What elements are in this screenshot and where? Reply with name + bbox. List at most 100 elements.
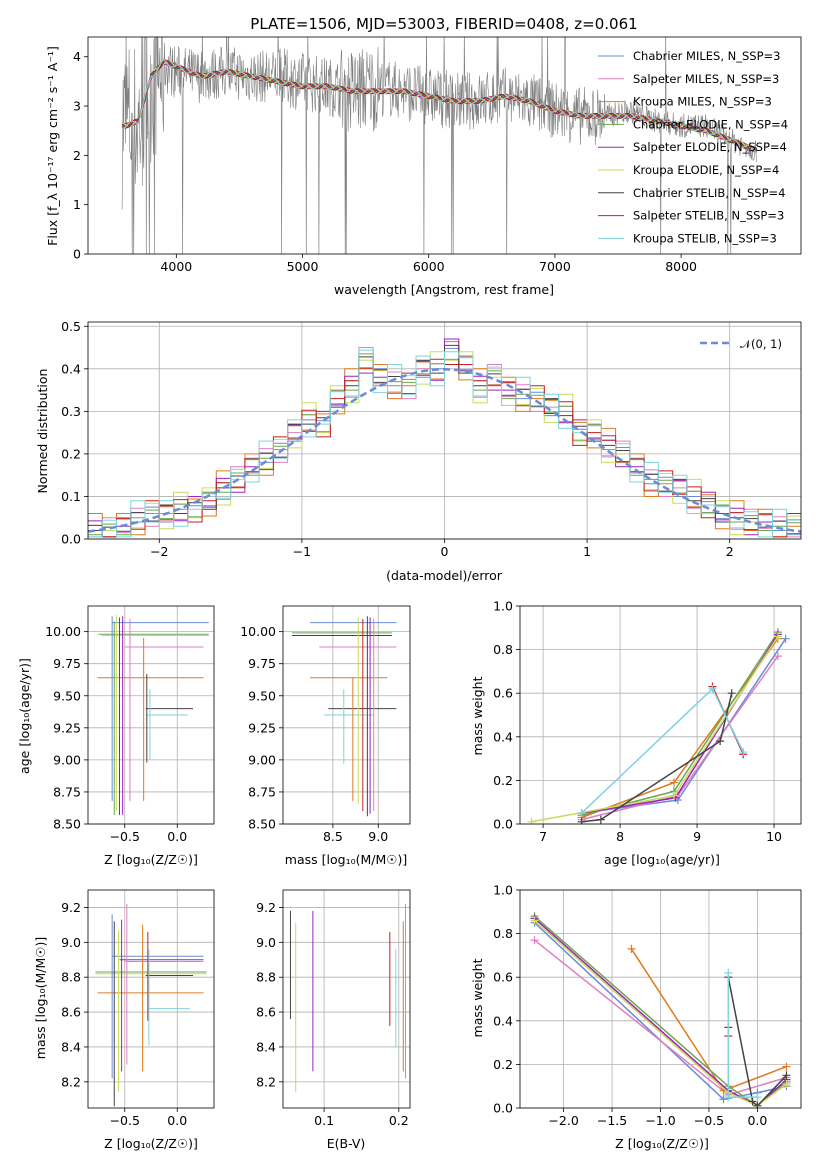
y-tick-label: 0.6: [493, 970, 513, 985]
mass-weight-point: [596, 815, 605, 824]
mass-weight-point: [627, 944, 636, 953]
mass-weight-point: [577, 809, 586, 818]
weight-z-xlabel: Z [log₁₀(Z/Z☉)]: [615, 1136, 709, 1151]
y-tick-label: 3: [73, 99, 81, 114]
x-tick-label: −1.0: [645, 1113, 675, 1128]
mass-weight-point: [782, 1080, 791, 1089]
age-z-ylabel: age [log₁₀(age/yr)]: [17, 658, 32, 774]
x-tick-label: 0.2: [389, 1113, 409, 1128]
x-tick-label: 0.1: [314, 1113, 334, 1128]
y-tick-label: 8.4: [256, 1039, 276, 1054]
x-tick-label: −0.5: [110, 1113, 140, 1128]
y-tick-label: 0.2: [493, 1057, 513, 1072]
mass-weight-point: [739, 748, 748, 757]
age-mass-xlabel: mass [log₁₀(M/M☉)]: [285, 852, 407, 867]
y-tick-label: 8.6: [61, 1005, 81, 1020]
legend-label: Chabrier MILES, N_SSP=3: [633, 49, 780, 63]
y-tick-label: 0.5: [61, 319, 81, 334]
mass-weight-point: [530, 936, 539, 945]
plot-content: [97, 614, 209, 816]
plot-content: [527, 628, 790, 824]
normal-curve: [88, 368, 801, 533]
y-tick-label: 8.8: [256, 970, 276, 985]
legend-label: Kroupa STELIB, N_SSP=3: [633, 231, 777, 245]
y-tick-label: 8.75: [53, 784, 81, 799]
axes-frame: [282, 605, 411, 825]
x-tick-label: 0.0: [167, 829, 187, 844]
x-tick-label: −1: [293, 544, 311, 559]
x-tick-label: −0.5: [110, 829, 140, 844]
y-tick-label: 8.2: [61, 1074, 81, 1089]
age-vs-mass-panel: 8.5 9.0 8.50 8.75 9.00 9.25 9.50 9.75 10.00: [240, 605, 411, 844]
x-tick-label: 0: [441, 544, 449, 559]
y-tick-label: 0.4: [493, 729, 513, 744]
y-tick-label: 0.2: [61, 446, 81, 461]
y-tick-label: 0.1: [61, 489, 81, 504]
residuals-ylabel: Normed distribution: [35, 369, 50, 494]
weight-age-xlabel: age [log₁₀(age/yr)]: [604, 852, 720, 867]
y-tick-label: 9.2: [256, 900, 276, 915]
x-tick-label: 8: [616, 829, 624, 844]
mass-weight-line: [534, 917, 788, 1107]
spectrum-legend: Chabrier MILES, N_SSP=3 Salpeter MILES, N…: [598, 49, 788, 245]
mass-weight-point: [724, 968, 733, 977]
x-tick-label: −2.0: [548, 1113, 578, 1128]
plot-content: [292, 616, 397, 817]
y-tick-label: 9.75: [248, 656, 276, 671]
axes-frame: [87, 321, 802, 540]
residual-histogram: [88, 338, 801, 538]
plot-content: [289, 903, 407, 1093]
y-tick-label: 0.8: [493, 642, 513, 657]
mass-weight-line: [534, 915, 787, 1107]
axes-frame: [87, 36, 802, 255]
mass-weight-point: [577, 817, 586, 824]
mass-weight-point: [727, 689, 736, 698]
grid: [283, 890, 410, 1108]
x-tick-label: 4000: [160, 259, 192, 274]
y-tick-label: 0: [73, 247, 81, 262]
mass-z-xlabel: Z [log₁₀(Z/Z☉)]: [104, 1136, 198, 1151]
legend-label: Chabrier STELIB, N_SSP=4: [633, 186, 785, 200]
legend-label: Salpeter ELODIE, N_SSP=4: [633, 140, 787, 154]
axes-frame: [87, 889, 215, 1109]
y-tick-label: 4: [73, 49, 81, 64]
plot-area: [88, 890, 214, 1108]
mass-vs-ebv-panel: 0.1 0.2 8.2 8.4 8.6 8.8 9.0 9.2: [256, 889, 411, 1128]
y-tick-label: 0.2: [493, 773, 513, 788]
model-spectrum-line: [121, 60, 758, 150]
residuals-panel: −2 −1 0 1 2 0.0 0.1 0.2 0.3 0.4 0.5: [61, 319, 802, 559]
x-tick-label: 7: [539, 829, 547, 844]
age-z-xlabel: Z [log₁₀(Z/Z☉)]: [104, 852, 198, 867]
y-tick-label: 9.75: [53, 656, 81, 671]
axes-frame: [519, 605, 802, 825]
legend-label: Chabrier ELODIE, N_SSP=4: [633, 117, 788, 131]
y-tick-label: 0.6: [493, 686, 513, 701]
weight-age-ylabel: mass weight: [470, 676, 485, 755]
model-spectrum-line: [122, 61, 757, 151]
y-tick-label: 9.00: [53, 752, 81, 767]
grid: [88, 606, 214, 825]
x-tick-label: 9: [693, 829, 701, 844]
mass-vs-metallicity-panel: −0.5 0.0 8.2 8.4 8.6 8.8 9.0 9.2: [61, 889, 215, 1128]
y-tick-label: 9.00: [248, 752, 276, 767]
y-tick-label: 1.0: [493, 599, 513, 614]
mass-weight-point: [669, 778, 678, 787]
y-tick-label: 10.00: [45, 624, 81, 639]
grid: [88, 890, 214, 1108]
plot-content: [95, 903, 207, 1107]
mass-weight-point: [527, 817, 536, 824]
y-tick-label: 0.4: [61, 361, 81, 376]
y-tick-label: 9.0: [256, 935, 276, 950]
x-tick-label: 0.0: [167, 1113, 187, 1128]
y-tick-label: 9.50: [248, 688, 276, 703]
y-tick-label: 9.2: [61, 900, 81, 915]
y-tick-label: 9.0: [61, 935, 81, 950]
mass-weight-point: [719, 1095, 728, 1104]
mass-weight-point: [669, 791, 678, 800]
y-tick-label: 9.50: [53, 688, 81, 703]
chart-title: PLATE=1506, MJD=53003, FIBERID=0408, z=0…: [250, 15, 637, 33]
x-tick-label: 5000: [287, 259, 319, 274]
x-tick-label: 6000: [413, 259, 445, 274]
mass-weight-point: [748, 1097, 757, 1106]
x-tick-label: 8.5: [323, 829, 343, 844]
